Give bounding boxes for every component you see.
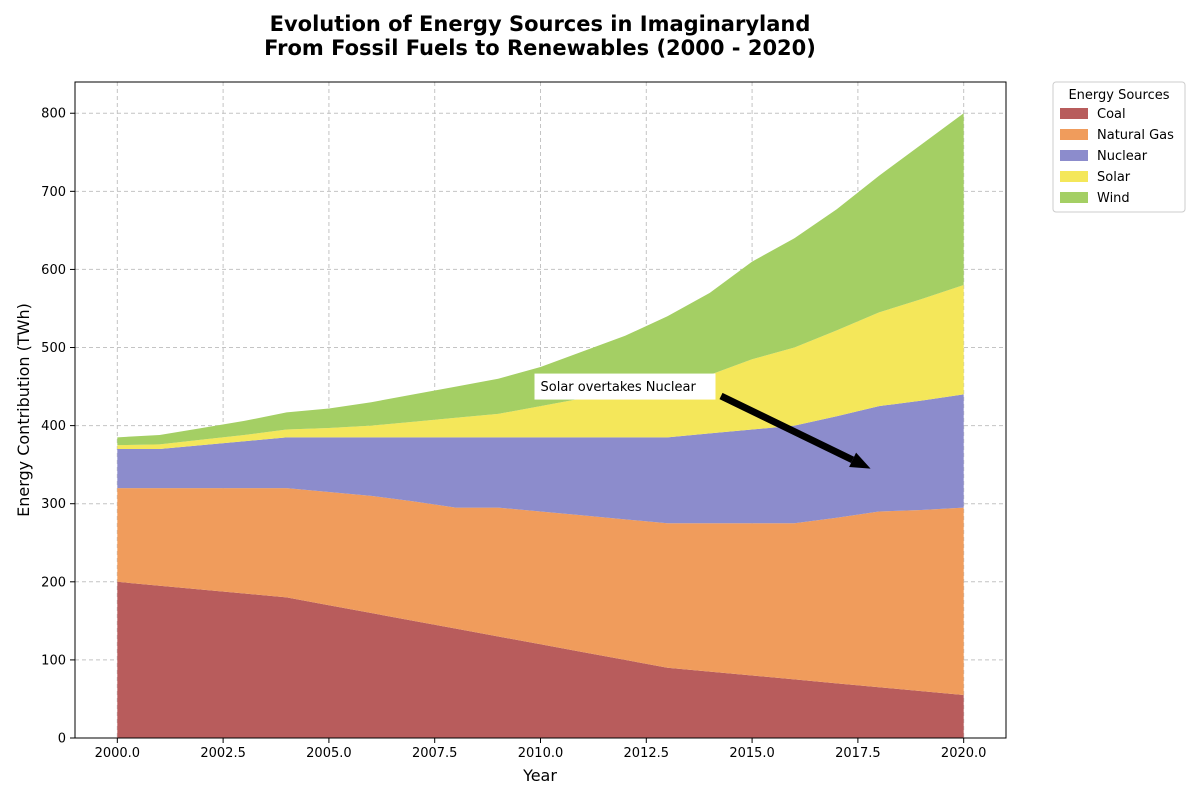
x-tick-label-5: 2012.5 bbox=[624, 746, 670, 761]
area-nuclear bbox=[117, 394, 964, 524]
y-axis-label: Energy Contribution (TWh) bbox=[14, 303, 33, 517]
legend-swatch-4 bbox=[1060, 192, 1088, 203]
x-tick-label-8: 2020.0 bbox=[941, 746, 987, 761]
x-axis-label: Year bbox=[522, 766, 557, 785]
legend-swatch-0 bbox=[1060, 108, 1088, 119]
legend-label-1: Natural Gas bbox=[1097, 128, 1174, 143]
y-tick-label-6: 600 bbox=[41, 263, 66, 278]
legend-title: Energy Sources bbox=[1068, 88, 1169, 103]
x-tick-label-1: 2002.5 bbox=[200, 746, 246, 761]
x-tick-label-6: 2015.0 bbox=[729, 746, 775, 761]
legend-swatch-3 bbox=[1060, 171, 1088, 182]
area-series bbox=[117, 113, 964, 738]
y-tick-label-4: 400 bbox=[41, 419, 66, 434]
legend: Energy Sources Coal Natural Gas Nuclear Sol… bbox=[1052, 81, 1186, 213]
area-coal bbox=[117, 581, 964, 738]
legend-swatch-2 bbox=[1060, 150, 1088, 161]
legend-swatch-1 bbox=[1060, 129, 1088, 140]
chart-title-line-1: Evolution of Energy Sources in Imaginary… bbox=[270, 12, 811, 36]
x-tick-label-0: 2000.0 bbox=[95, 746, 141, 761]
annotation-text: Solar overtakes Nuclear bbox=[541, 380, 697, 395]
axes: 2000.0 2002.5 2005.0 2007.5 2010.0 2012.5 2015… bbox=[41, 81, 1007, 761]
annotation-arrowhead bbox=[849, 452, 871, 469]
y-tick-label-2: 200 bbox=[41, 575, 66, 590]
annotation-arrow-shaft bbox=[719, 392, 855, 463]
y-tick-label-8: 800 bbox=[41, 107, 66, 122]
y-tick-label-3: 300 bbox=[41, 497, 66, 512]
area-natural-gas bbox=[117, 488, 964, 696]
legend-label-2: Nuclear bbox=[1097, 149, 1148, 164]
x-tick-label-7: 2017.5 bbox=[835, 746, 881, 761]
annotation: Solar overtakes Nuclear bbox=[534, 373, 871, 469]
legend-label-0: Coal bbox=[1097, 107, 1126, 122]
x-tick-label-4: 2010.0 bbox=[518, 746, 564, 761]
legend-label-4: Wind bbox=[1097, 191, 1130, 206]
y-tick-label-5: 500 bbox=[41, 341, 66, 356]
x-tick-label-3: 2007.5 bbox=[412, 746, 458, 761]
x-tick-label-2: 2005.0 bbox=[306, 746, 352, 761]
legend-label-3: Solar bbox=[1097, 170, 1131, 185]
chart-title-line-2: From Fossil Fuels to Renewables (2000 - … bbox=[264, 36, 816, 60]
y-tick-label-0: 0 bbox=[58, 732, 66, 747]
annotation-box bbox=[534, 373, 716, 400]
y-tick-label-7: 700 bbox=[41, 185, 66, 200]
y-tick-label-1: 100 bbox=[41, 653, 66, 668]
